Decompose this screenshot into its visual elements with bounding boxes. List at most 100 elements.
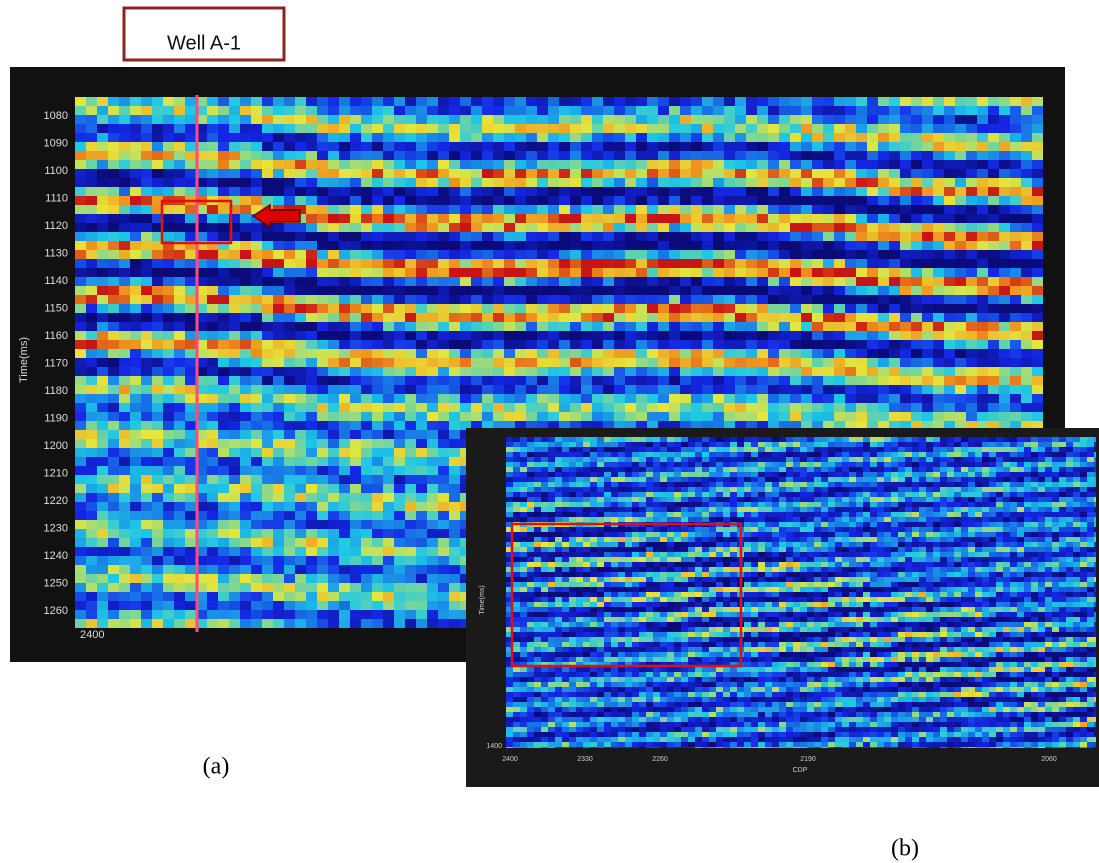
seismic-cell: [636, 394, 647, 403]
seismic-cell: [207, 619, 218, 628]
seismic-cell: [416, 232, 427, 241]
seismic-cell: [471, 358, 482, 367]
seismic-cell: [372, 196, 383, 205]
seismic-cell: [647, 241, 658, 250]
seismic-cell: [141, 610, 152, 619]
seismic-cell: [900, 259, 911, 268]
seismic-cell: [130, 619, 141, 628]
seismic-cell: [559, 106, 570, 115]
seismic-cell: [438, 214, 449, 223]
seismic-cell: [185, 178, 196, 187]
seismic-cell: [559, 196, 570, 205]
seismic-cell: [559, 169, 570, 178]
seismic-cell: [130, 331, 141, 340]
seismic-cell: [317, 313, 328, 322]
seismic-cell: [240, 196, 251, 205]
seismic-cell: [328, 610, 339, 619]
seismic-cell: [504, 349, 515, 358]
seismic-cell: [614, 412, 625, 421]
seismic-cell: [702, 142, 713, 151]
seismic-cell: [834, 367, 845, 376]
seismic-cell: [273, 259, 284, 268]
seismic-cell: [658, 385, 669, 394]
seismic-cell: [196, 421, 207, 430]
seismic-cell: [141, 268, 152, 277]
seismic-cell: [251, 421, 262, 430]
seismic-cell: [581, 133, 592, 142]
seismic-cell: [526, 205, 537, 214]
seismic-cell: [130, 97, 141, 106]
seismic-cell: [185, 592, 196, 601]
seismic-cell: [889, 232, 900, 241]
seismic-cell: [977, 115, 988, 124]
seismic-cell: [460, 430, 471, 439]
seismic-cell: [207, 484, 218, 493]
seismic-cell: [218, 430, 229, 439]
seismic-cell: [218, 619, 229, 628]
seismic-cell: [218, 556, 229, 565]
seismic-cell: [163, 277, 174, 286]
seismic-cell: [955, 241, 966, 250]
seismic-cell: [658, 394, 669, 403]
seismic-cell: [405, 475, 416, 484]
seismic-cell: [933, 340, 944, 349]
seismic-cell: [130, 286, 141, 295]
seismic-cell: [405, 367, 416, 376]
seismic-cell: [262, 196, 273, 205]
seismic-cell: [130, 106, 141, 115]
seismic-cell: [867, 340, 878, 349]
seismic-cell: [548, 286, 559, 295]
seismic-cell: [317, 493, 328, 502]
seismic-cell: [405, 583, 416, 592]
seismic-cell: [152, 466, 163, 475]
seismic-cell: [174, 277, 185, 286]
seismic-cell: [889, 322, 900, 331]
seismic-cell: [735, 115, 746, 124]
seismic-cell: [878, 358, 889, 367]
seismic-cell: [152, 430, 163, 439]
seismic-cell: [757, 412, 768, 421]
seismic-cell: [394, 331, 405, 340]
seismic-cell: [768, 349, 779, 358]
seismic-cell: [647, 178, 658, 187]
seismic-cell: [229, 367, 240, 376]
seismic-cell: [141, 502, 152, 511]
seismic-cell: [427, 178, 438, 187]
seismic-cell: [581, 97, 592, 106]
seismic-cell: [163, 340, 174, 349]
seismic-cell: [889, 349, 900, 358]
seismic-cell: [328, 223, 339, 232]
seismic-cell: [152, 547, 163, 556]
seismic-cell: [306, 322, 317, 331]
seismic-cell: [680, 322, 691, 331]
seismic-cell: [526, 124, 537, 133]
seismic-cell: [669, 322, 680, 331]
seismic-cell: [647, 340, 658, 349]
seismic-cell: [438, 475, 449, 484]
seismic-cell: [427, 331, 438, 340]
seismic-cell: [394, 484, 405, 493]
seismic-cell: [801, 394, 812, 403]
seismic-cell: [339, 412, 350, 421]
seismic-cell: [691, 205, 702, 214]
seismic-cell: [306, 484, 317, 493]
seismic-cell: [328, 115, 339, 124]
seismic-cell: [119, 421, 130, 430]
seismic-cell: [75, 511, 86, 520]
seismic-cell: [383, 502, 394, 511]
seismic-cell: [867, 124, 878, 133]
seismic-cell: [317, 475, 328, 484]
seismic-cell: [592, 97, 603, 106]
seismic-cell: [548, 358, 559, 367]
seismic-cell: [108, 268, 119, 277]
seismic-cell: [713, 358, 724, 367]
seismic-cell: [152, 250, 163, 259]
seismic-cell: [790, 124, 801, 133]
seismic-cell: [977, 124, 988, 133]
seismic-cell: [383, 529, 394, 538]
seismic-cell: [669, 259, 680, 268]
seismic-cell: [581, 232, 592, 241]
seismic-cell: [449, 358, 460, 367]
seismic-cell: [295, 583, 306, 592]
seismic-cell: [955, 385, 966, 394]
